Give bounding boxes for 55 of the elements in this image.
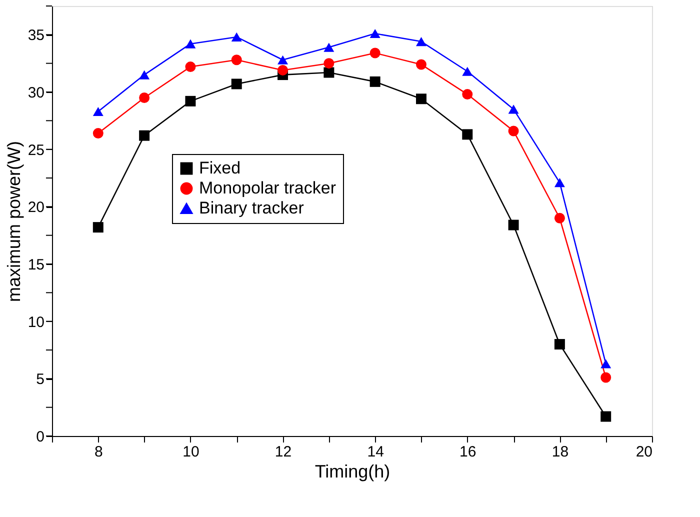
y-tick-label: 35 [28, 27, 44, 44]
point [416, 59, 426, 70]
x-axis-title: Timing(h) [314, 462, 390, 482]
point [231, 54, 242, 66]
point [231, 78, 242, 90]
point [278, 55, 288, 64]
point [324, 42, 334, 52]
point [554, 212, 565, 224]
y-tick-label: 20 [28, 199, 44, 216]
y-tick-label: 0 [36, 428, 44, 446]
x-tick-label: 12 [274, 444, 292, 460]
point [600, 411, 612, 422]
point [508, 104, 519, 114]
point [324, 67, 334, 78]
y-tick-label: 10 [28, 314, 44, 331]
point [139, 70, 150, 80]
point [554, 178, 565, 188]
y-axis-title: maximum power(W) [4, 140, 24, 302]
point [92, 222, 104, 233]
point [185, 96, 196, 106]
point [231, 32, 242, 42]
x-tick-label: 18 [552, 444, 569, 460]
point [554, 339, 565, 350]
legend-label: Binary tracker [199, 198, 304, 218]
y-tick-label: 25 [28, 142, 44, 159]
point [462, 89, 473, 100]
y-tick-label: 30 [28, 84, 44, 102]
x-tick-label: 16 [460, 444, 476, 460]
x-tick-label: 10 [182, 444, 200, 460]
point [416, 94, 426, 104]
point [416, 37, 426, 46]
point [92, 128, 104, 139]
point [370, 28, 380, 38]
x-tick-label: 14 [367, 444, 384, 460]
point [185, 62, 196, 72]
point [92, 106, 104, 116]
point [600, 372, 612, 383]
x-tick-label: 20 [636, 444, 652, 460]
point [370, 76, 380, 87]
y-tick-label: 15 [28, 256, 44, 274]
point [139, 92, 150, 103]
point [508, 220, 519, 230]
y-tick-label: 5 [36, 371, 44, 388]
point [185, 39, 196, 48]
point [462, 66, 473, 76]
point [370, 48, 380, 58]
point [508, 126, 519, 136]
x-tick-label: 8 [94, 444, 103, 460]
legend-label: Fixed [199, 158, 241, 178]
point [600, 359, 612, 368]
point [324, 58, 334, 69]
legend-label: Monopolar tracker [199, 178, 336, 198]
point [139, 130, 150, 141]
point [278, 64, 288, 76]
point [462, 129, 473, 140]
